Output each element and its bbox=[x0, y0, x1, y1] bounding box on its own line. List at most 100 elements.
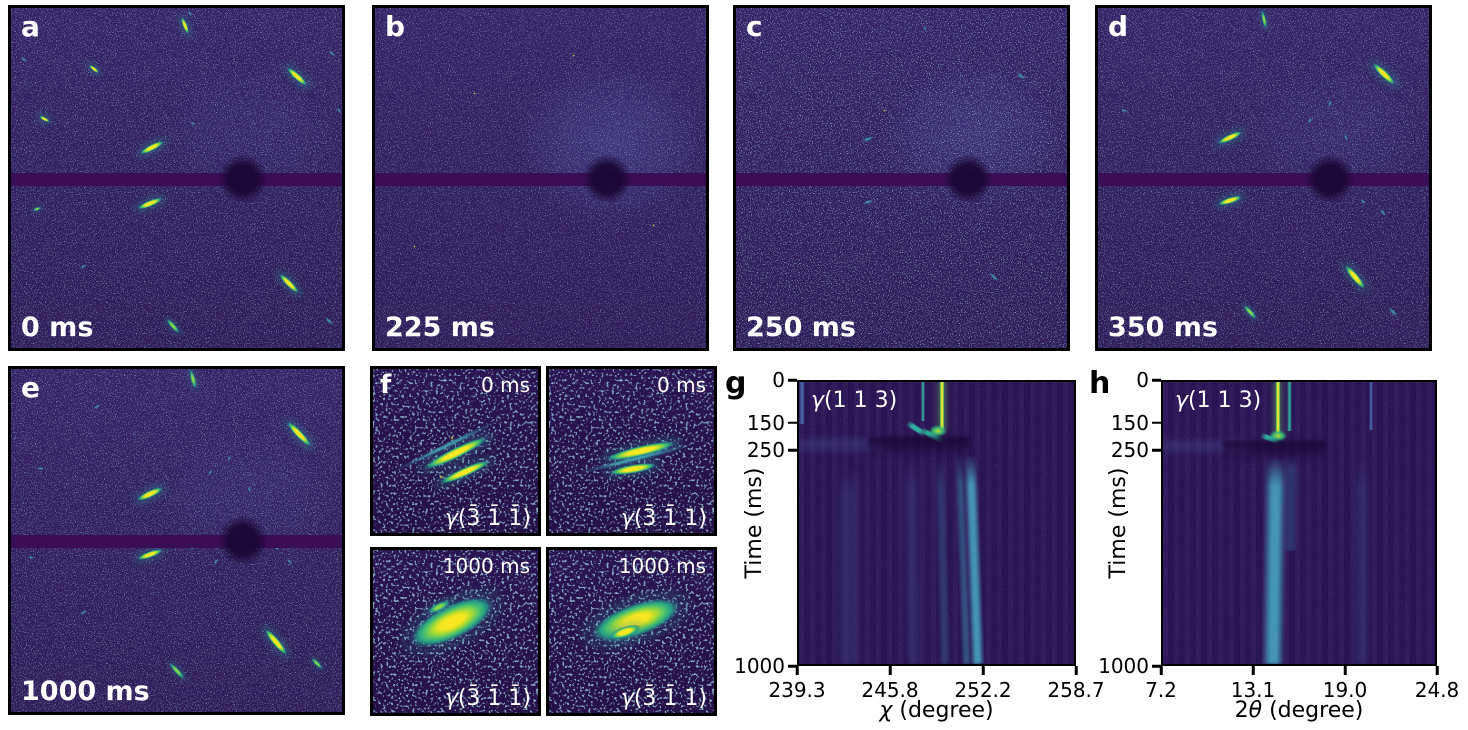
scattering-haze bbox=[489, 38, 706, 250]
diffraction-streak bbox=[79, 262, 89, 270]
panel-letter-a: a bbox=[21, 10, 40, 43]
x-tick-label: 24.8 bbox=[1414, 678, 1460, 702]
x-axis-label-g: χ (degree) bbox=[879, 698, 994, 723]
sensor-noise-overlay bbox=[1163, 382, 1435, 664]
panel-letter-e: e bbox=[21, 371, 40, 404]
x-tick-label: 258.7 bbox=[1047, 678, 1105, 702]
panel-letter-d: d bbox=[1108, 10, 1129, 43]
diffraction-streak bbox=[883, 108, 887, 112]
reflection-annotation-h: γ(1 1 3) bbox=[1175, 388, 1262, 413]
beamstop-shadow bbox=[1304, 153, 1355, 204]
heatmap-plot-2theta-vs-time: γ(1 1 3) 0 150 250 1000 7.2 13.1 19.0 24.8 bbox=[1098, 368, 1459, 702]
panel-f-inset-0ms-311: 0 ms γ(3̄ 1̄ 1) bbox=[546, 366, 717, 536]
inset-time-label: 1000 ms bbox=[618, 554, 706, 578]
y-tick-mark bbox=[1152, 664, 1161, 668]
panel-c-detector-image: c 250 ms bbox=[733, 5, 1070, 351]
heatmap-canvas-g bbox=[797, 380, 1076, 666]
diffraction-streak bbox=[275, 270, 303, 297]
diffraction-streak bbox=[163, 315, 183, 337]
y-tick-mark bbox=[1152, 421, 1161, 425]
diffraction-streak bbox=[398, 582, 506, 661]
detector-gap-band bbox=[1098, 172, 1429, 187]
diffraction-streak bbox=[32, 205, 43, 212]
heatmap-flare bbox=[928, 424, 947, 437]
diffraction-streak bbox=[582, 586, 691, 654]
time-label: 250 ms bbox=[746, 312, 856, 343]
diffraction-streak bbox=[572, 54, 576, 58]
panel-f-inset-0ms-311bar: f 0 ms γ(3̄ 1̄ 1̄) bbox=[370, 366, 541, 536]
diffraction-streak bbox=[328, 50, 337, 58]
heatmap-line bbox=[1369, 382, 1373, 430]
x-tick-mark bbox=[1343, 666, 1347, 675]
panel-a-detector-image: a 0 ms bbox=[8, 5, 345, 351]
x-tick-label: 7.2 bbox=[1145, 678, 1177, 702]
diffraction-streak bbox=[1258, 8, 1269, 32]
heatmap-line bbox=[799, 382, 806, 425]
diffraction-streak bbox=[413, 244, 417, 248]
diffraction-streak bbox=[651, 224, 655, 228]
panel-letter-g: g bbox=[725, 366, 747, 401]
y-tick-mark bbox=[788, 448, 797, 452]
x-tick-mark bbox=[981, 666, 985, 675]
beamstop-shadow bbox=[942, 153, 993, 204]
diffraction-streak bbox=[438, 475, 443, 480]
y-tick-label: 1000 bbox=[1098, 654, 1149, 678]
x-tick-mark bbox=[1074, 666, 1078, 675]
panel-f-inset-1000ms-311bar: 1000 ms γ(3̄ 1̄ 1̄) bbox=[370, 547, 541, 716]
diffraction-streak bbox=[20, 55, 29, 63]
diffraction-streak bbox=[1240, 302, 1260, 323]
time-label: 0 ms bbox=[21, 312, 94, 343]
detector-gap-band bbox=[11, 172, 342, 187]
y-tick-label: 0 bbox=[1136, 368, 1149, 392]
reflection-annotation-g: γ(1 1 3) bbox=[811, 388, 898, 413]
diffraction-streak bbox=[36, 466, 46, 470]
y-tick-label: 150 bbox=[746, 410, 785, 435]
x-tick-mark bbox=[888, 666, 892, 675]
panel-b-detector-image: b 225 ms bbox=[372, 5, 709, 351]
x-tick-label: 13.1 bbox=[1230, 678, 1276, 702]
x-tick-label: 245.8 bbox=[861, 678, 919, 702]
panel-letter-b: b bbox=[385, 10, 406, 43]
diffraction-streak bbox=[260, 624, 292, 659]
diffraction-streak bbox=[87, 63, 101, 76]
reflection-label: γ(3̄ 1̄ 1) bbox=[620, 686, 707, 711]
panel-letter-h: h bbox=[1089, 366, 1111, 401]
y-tick-mark bbox=[788, 664, 797, 668]
x-tick-mark bbox=[795, 666, 799, 675]
diffraction-streak bbox=[987, 270, 1001, 283]
diffraction-streak bbox=[450, 435, 455, 440]
y-tick-label: 1000 bbox=[734, 654, 785, 678]
heatmap-plot-chi-vs-time: γ(1 1 3) 0 150 250 1000 239.3 245.8 252.2 258.7 bbox=[734, 368, 1105, 702]
y-tick-mark bbox=[788, 421, 797, 425]
heatmap-band bbox=[1283, 456, 1299, 552]
heatmap-canvas-h bbox=[1161, 380, 1437, 666]
y-tick-label: 250 bbox=[1110, 438, 1149, 463]
diffraction-streak bbox=[91, 402, 103, 411]
reflection-label: γ(3̄ 1̄ 1̄) bbox=[444, 686, 531, 711]
dark-transition-wedge bbox=[867, 436, 970, 459]
x-tick-label: 239.3 bbox=[768, 678, 826, 702]
diffraction-streak bbox=[1340, 260, 1369, 293]
diffraction-streak bbox=[190, 122, 197, 126]
scattering-haze bbox=[855, 38, 1067, 236]
y-tick-label: 0 bbox=[772, 368, 785, 392]
heatmap-band bbox=[1353, 458, 1370, 664]
heatmap-line bbox=[1287, 382, 1292, 432]
diffraction-streak bbox=[1386, 305, 1399, 319]
diffraction-streak bbox=[178, 14, 191, 36]
horizontal-smear bbox=[799, 438, 882, 452]
detector-gap-band bbox=[375, 172, 706, 187]
panel-letter-c: c bbox=[746, 10, 763, 43]
panel-d-detector-image: d 350 ms bbox=[1095, 5, 1432, 351]
detector-gap-band bbox=[736, 172, 1067, 187]
x-tick-mark bbox=[1251, 666, 1255, 675]
diffraction-streak bbox=[472, 91, 476, 95]
y-tick-mark bbox=[788, 378, 797, 382]
inset-time-label: 0 ms bbox=[657, 373, 706, 397]
beamstop-shadow bbox=[217, 515, 268, 566]
diffraction-streak bbox=[165, 659, 188, 683]
x-tick-label: 19.0 bbox=[1322, 678, 1368, 702]
detector-gap-band bbox=[11, 535, 342, 549]
reflection-label: γ(3̄ 1̄ 1̄) bbox=[444, 506, 531, 531]
reflection-label: γ(3̄ 1̄ 1) bbox=[620, 506, 707, 531]
